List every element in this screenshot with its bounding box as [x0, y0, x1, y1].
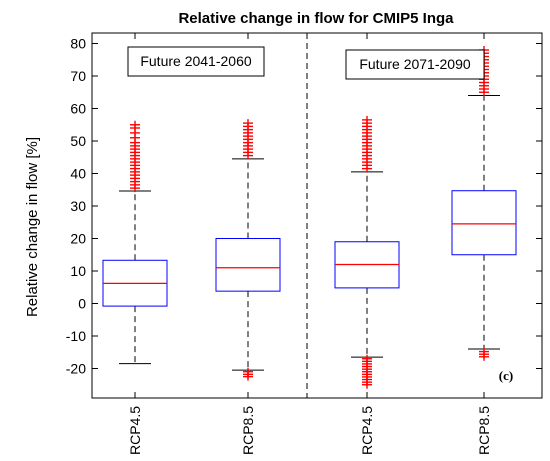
- x-category-label: RCP4.5: [359, 406, 375, 455]
- box-2: [215, 119, 281, 381]
- outlier-marker: [130, 120, 140, 129]
- y-tick-label: 80: [70, 36, 86, 52]
- period-label-1: Future 2041-2060: [140, 53, 252, 69]
- x-category-label: RCP8.5: [240, 406, 256, 455]
- x-category-label: RCP4.5: [127, 406, 143, 455]
- y-tick-label: 30: [70, 198, 86, 214]
- box-iqr: [215, 238, 281, 292]
- outlier-marker: [362, 115, 372, 124]
- y-tick-label: 60: [70, 101, 86, 117]
- outlier-marker: [243, 372, 253, 381]
- outlier-marker: [362, 380, 372, 389]
- y-tick-label: 50: [70, 133, 86, 149]
- tick-layer: -20 -10 0 10 20 30 40 50 60 70 80 RCP4.5 RCP8.5 RCP4.…: [66, 33, 542, 455]
- period-label-2: Future 2071-2090: [359, 56, 471, 72]
- y-tick-label: 20: [70, 231, 86, 247]
- y-tick-label: 0: [78, 296, 86, 312]
- y-tick-label: 40: [70, 166, 86, 182]
- plot-area: [91, 32, 543, 399]
- panel-label: (c): [499, 368, 513, 383]
- chart-title: Relative change in flow for CMIP5 Inga: [178, 10, 454, 27]
- y-tick-label: 70: [70, 68, 86, 84]
- outlier-marker: [243, 119, 253, 128]
- y-tick-label: -20: [66, 361, 86, 377]
- y-tick-label: -10: [66, 328, 86, 344]
- y-axis-label: Relative change in flow [%]: [24, 137, 41, 317]
- period-label-box-2: Future 2071-2090: [345, 49, 485, 80]
- box-iqr: [451, 190, 517, 256]
- y-tick-label: 10: [70, 263, 86, 279]
- box-3: [334, 115, 400, 389]
- x-category-label: RCP8.5: [476, 406, 492, 455]
- box-1: [102, 120, 168, 365]
- outlier-marker: [479, 352, 489, 361]
- period-label-box-1: Future 2041-2060: [127, 46, 265, 77]
